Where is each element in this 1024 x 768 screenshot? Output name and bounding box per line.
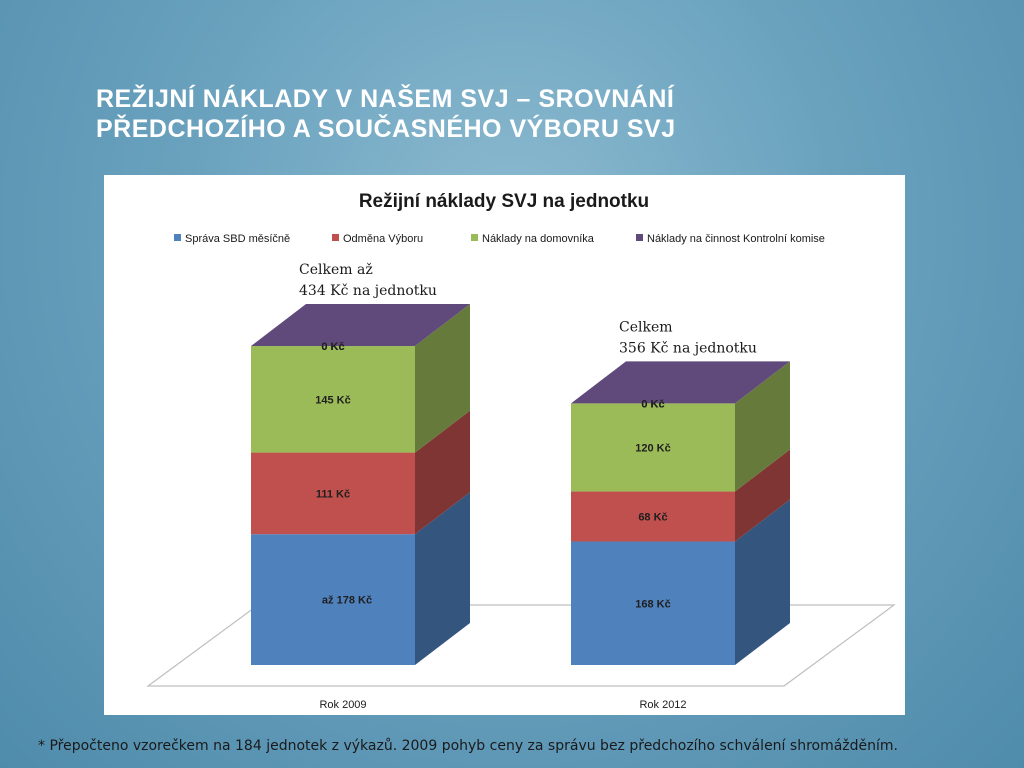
legend-swatch-sprava-sbd-mesicne xyxy=(174,234,181,241)
bar-rok-2012-odmena-vyboru-side xyxy=(735,449,790,542)
total-annotation-rok-2012-line-1: Celkem xyxy=(619,319,673,335)
bar-rok-2012-naklady-na-domovnika-side xyxy=(735,361,790,492)
bar-rok-2009-sprava-sbd-mesicne-side xyxy=(415,492,470,665)
total-annotation-rok-2012-line-2: 356 Kč na jednotku xyxy=(619,340,757,356)
slide-title-line-2: předchozího a současného výboru SVJ xyxy=(96,115,676,143)
legend-swatch-odmena-vyboru xyxy=(332,234,339,241)
bar-rok-2009-sprava-sbd-mesicne-front xyxy=(251,534,415,665)
slide-title: Režijní náklady v našem SVJ – srovnání p… xyxy=(96,84,856,144)
data-label-rok-2012-odmena-vyboru: 68 Kč xyxy=(638,512,667,524)
bar-rok-2012-sprava-sbd-mesicne-side xyxy=(735,499,790,665)
bar-rok-2009-naklady-na-domovnika-front xyxy=(251,346,415,453)
data-label-top-rok-2009: 0 Kč xyxy=(321,341,344,353)
slide-title-line-1: Režijní náklady v našem SVJ – srovnání xyxy=(96,85,675,113)
total-annotation-rok-2009-line-2: 434 Kč na jednotku xyxy=(299,283,437,299)
legend-label-odmena-vyboru: Odměna Výboru xyxy=(343,233,423,245)
stacked-bar-chart: Režijní náklady SVJ na jednotku Správa S… xyxy=(146,191,896,711)
legend-label-naklady-na-cinnost-kontrolni-komise: Náklady na činnost Kontrolní komise xyxy=(647,233,825,245)
data-label-rok-2009-naklady-na-domovnika: 145 Kč xyxy=(315,394,350,406)
bar-rok-2009-top xyxy=(251,304,470,347)
chart-legend: Správa SBD měsíčně Odměna Výboru Náklady n… xyxy=(174,233,825,245)
footnote: * Přepočteno vzorečkem na 184 jednotek z… xyxy=(38,738,898,754)
legend-label-sprava-sbd-mesicne: Správa SBD měsíčně xyxy=(185,233,290,245)
total-annotation-rok-2009-line-1: Celkem až xyxy=(299,262,373,278)
data-label-rok-2012-sprava-sbd-mesicne: 168 Kč xyxy=(635,598,670,610)
data-label-rok-2012-naklady-na-domovnika: 120 Kč xyxy=(635,442,670,454)
data-label-rok-2009-sprava-sbd-mesicne: až 178 Kč xyxy=(322,595,372,607)
bar-rok-2012-top xyxy=(571,361,790,404)
chart-bars: až 178 Kč 111 Kč 145 Kč 0 Kč 0 Kč Rok 2009 Cel… xyxy=(251,262,790,711)
category-label-rok-2009: Rok 2009 xyxy=(319,699,366,711)
category-label-rok-2012: Rok 2012 xyxy=(639,699,686,711)
data-label-rok-2009-odmena-vyboru: 111 Kč xyxy=(316,488,350,500)
chart-title: Režijní náklady SVJ na jednotku xyxy=(359,191,649,212)
data-label-top-rok-2012: 0 Kč xyxy=(641,398,664,410)
bar-rok-2012-sprava-sbd-mesicne-front xyxy=(571,541,735,665)
chart-panel: Režijní náklady SVJ na jednotku Správa S… xyxy=(104,175,905,715)
legend-swatch-naklady-na-cinnost-kontrolni-komise xyxy=(636,234,643,241)
bar-rok-2009-naklady-na-domovnika-side xyxy=(415,304,470,453)
bar-rok-2012-odmena-vyboru-front xyxy=(571,491,735,542)
bar-rok-2009-odmena-vyboru-front xyxy=(251,452,415,535)
legend-label-naklady-na-domovnika: Náklady na domovníka xyxy=(482,233,595,245)
legend-swatch-naklady-na-domovnika xyxy=(471,234,478,241)
bar-rok-2012-naklady-na-domovnika-front xyxy=(571,403,735,492)
bar-rok-2009-odmena-vyboru-side xyxy=(415,410,470,535)
